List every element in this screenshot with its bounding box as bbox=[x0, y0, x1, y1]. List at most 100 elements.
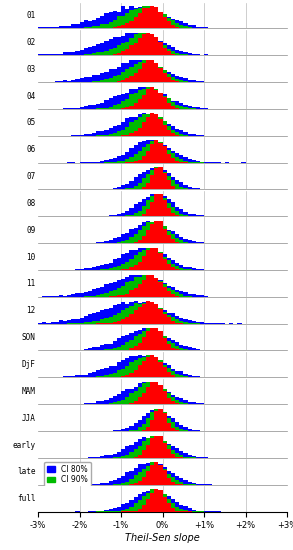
Bar bbox=[167, 416, 171, 431]
Bar bbox=[109, 13, 113, 28]
Bar bbox=[179, 160, 183, 163]
Bar bbox=[154, 168, 159, 189]
Bar bbox=[163, 14, 167, 28]
Bar bbox=[171, 129, 175, 136]
Bar bbox=[167, 16, 171, 28]
Bar bbox=[138, 7, 142, 28]
Bar bbox=[142, 89, 146, 109]
Bar bbox=[113, 76, 117, 82]
Bar bbox=[154, 63, 159, 82]
Bar bbox=[142, 87, 146, 109]
Bar bbox=[92, 372, 96, 377]
Bar bbox=[142, 464, 146, 485]
Bar bbox=[121, 310, 125, 323]
Bar bbox=[188, 25, 192, 28]
Bar bbox=[171, 202, 175, 216]
Bar bbox=[109, 366, 113, 377]
Bar bbox=[154, 358, 159, 377]
Bar bbox=[125, 282, 130, 297]
Bar bbox=[125, 343, 130, 350]
Bar bbox=[67, 320, 71, 323]
Bar bbox=[179, 183, 183, 189]
Bar bbox=[80, 269, 84, 270]
Bar bbox=[146, 387, 150, 404]
Bar bbox=[50, 54, 55, 55]
Bar bbox=[179, 25, 183, 28]
Bar bbox=[109, 22, 113, 28]
Bar bbox=[200, 295, 204, 297]
Bar bbox=[92, 267, 96, 270]
Bar bbox=[179, 505, 183, 512]
Bar bbox=[167, 74, 171, 82]
Bar bbox=[192, 54, 196, 55]
Bar bbox=[159, 92, 163, 109]
Text: early: early bbox=[13, 441, 36, 449]
Bar bbox=[150, 356, 154, 377]
Bar bbox=[154, 465, 159, 485]
Text: 05: 05 bbox=[26, 118, 36, 128]
Bar bbox=[183, 295, 188, 297]
Bar bbox=[163, 389, 167, 404]
Bar bbox=[100, 456, 105, 458]
Bar bbox=[179, 477, 183, 485]
Bar bbox=[163, 414, 167, 431]
Bar bbox=[159, 332, 163, 350]
Bar bbox=[134, 356, 138, 377]
Bar bbox=[150, 410, 154, 431]
Bar bbox=[121, 264, 125, 270]
Bar bbox=[125, 78, 130, 82]
Bar bbox=[142, 236, 146, 243]
Bar bbox=[159, 68, 163, 82]
Bar bbox=[121, 287, 125, 297]
Bar bbox=[109, 455, 113, 458]
Bar bbox=[163, 43, 167, 55]
Bar bbox=[163, 469, 167, 485]
Bar bbox=[163, 314, 167, 323]
Bar bbox=[171, 239, 175, 243]
Bar bbox=[138, 330, 142, 350]
Bar bbox=[117, 241, 121, 243]
Bar bbox=[142, 361, 146, 377]
Bar bbox=[188, 27, 192, 28]
Bar bbox=[171, 482, 175, 485]
Bar bbox=[167, 180, 171, 189]
Bar bbox=[117, 95, 121, 109]
Bar bbox=[42, 54, 46, 55]
Bar bbox=[105, 161, 109, 163]
Bar bbox=[183, 239, 188, 243]
Bar bbox=[171, 47, 175, 55]
Bar bbox=[163, 336, 167, 350]
Bar bbox=[138, 500, 142, 512]
Bar bbox=[179, 53, 183, 55]
Bar bbox=[163, 468, 167, 485]
Bar bbox=[154, 330, 159, 350]
Bar bbox=[188, 482, 192, 485]
Bar bbox=[163, 365, 167, 377]
Bar bbox=[179, 294, 183, 297]
Bar bbox=[105, 269, 109, 270]
Bar bbox=[138, 183, 142, 189]
Bar bbox=[134, 43, 138, 55]
Bar bbox=[175, 104, 179, 109]
Bar bbox=[159, 67, 163, 82]
Bar bbox=[146, 329, 150, 350]
Bar bbox=[179, 209, 183, 216]
Legend: CI 80%, CI 90%, CI 95%: CI 80%, CI 90%, CI 95% bbox=[45, 461, 91, 498]
Bar bbox=[183, 430, 188, 431]
Bar bbox=[171, 450, 175, 458]
Bar bbox=[134, 456, 138, 458]
Bar bbox=[150, 34, 154, 55]
Bar bbox=[167, 340, 171, 350]
Bar bbox=[179, 290, 183, 297]
Bar bbox=[105, 349, 109, 350]
Bar bbox=[179, 398, 183, 404]
Bar bbox=[171, 294, 175, 297]
Bar bbox=[100, 130, 105, 136]
Bar bbox=[204, 54, 208, 55]
Bar bbox=[163, 412, 167, 431]
Bar bbox=[175, 207, 179, 216]
Bar bbox=[134, 430, 138, 431]
Bar bbox=[142, 248, 146, 270]
Bar bbox=[138, 420, 142, 431]
Bar bbox=[117, 257, 121, 270]
